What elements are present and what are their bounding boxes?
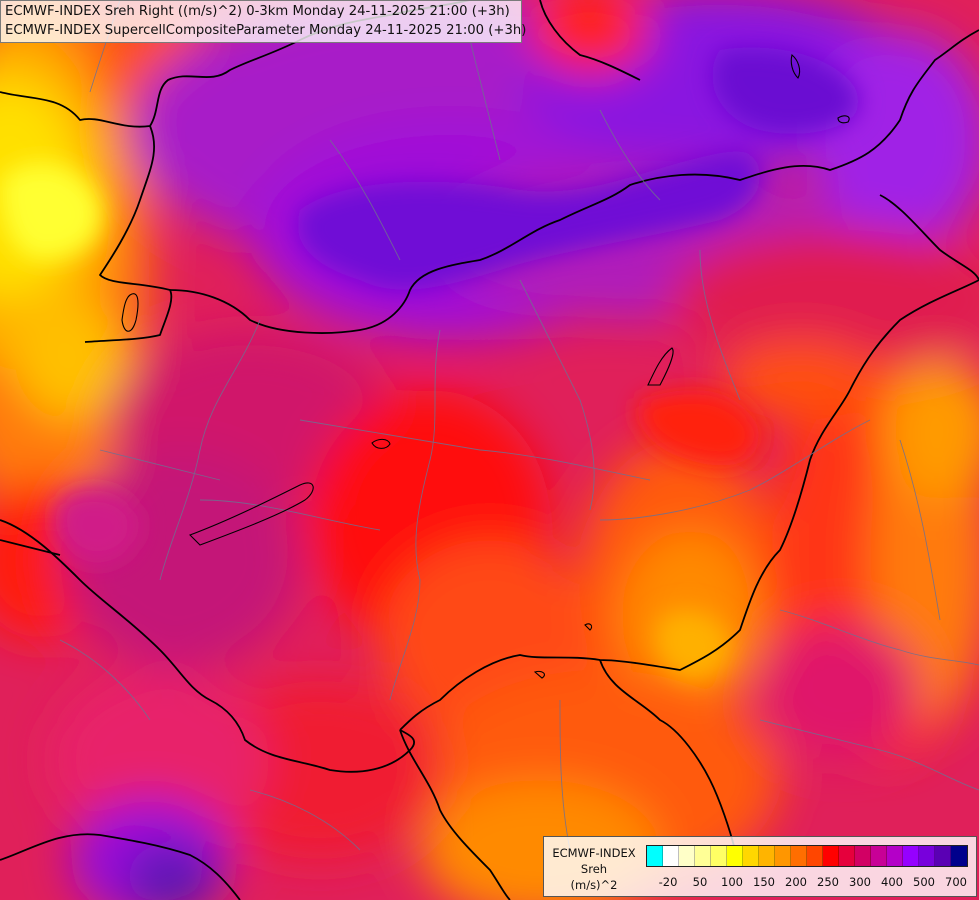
legend-swatch xyxy=(903,846,919,866)
legend-swatch xyxy=(775,846,791,866)
legend-swatch xyxy=(743,846,759,866)
legend-tick-label: 250 xyxy=(817,875,839,889)
legend-swatch xyxy=(807,846,823,866)
legend-swatch xyxy=(711,846,727,866)
legend-swatch xyxy=(791,846,807,866)
legend-swatch xyxy=(823,846,839,866)
legend-ticks: -20 50 100 150 200 250 300 400 500 700 xyxy=(646,875,968,889)
title-line-1: ECMWF-INDEX Sreh Right ((m/s)^2) 0-3km M… xyxy=(5,4,510,19)
legend-color-bar xyxy=(646,845,968,867)
legend-swatch xyxy=(647,846,663,866)
legend-tick-label: 200 xyxy=(785,875,807,889)
legend-tick-label: 700 xyxy=(945,875,967,889)
legend-title-unit: (m/s)^2 xyxy=(570,878,618,892)
legend-swatch xyxy=(919,846,935,866)
helicity-cores xyxy=(0,47,860,681)
legend-swatch xyxy=(935,846,951,866)
legend-tick-label: 500 xyxy=(913,875,935,889)
legend-swatch xyxy=(855,846,871,866)
legend-tick-label: 150 xyxy=(753,875,775,889)
legend-swatch xyxy=(727,846,743,866)
legend-swatch xyxy=(887,846,903,866)
legend-swatch xyxy=(695,846,711,866)
legend-swatch xyxy=(839,846,855,866)
legend-title-model: ECMWF-INDEX xyxy=(552,846,636,860)
legend-swatch xyxy=(679,846,695,866)
legend-swatch xyxy=(951,846,967,866)
map-title-box: ECMWF-INDEX Sreh Right ((m/s)^2) 0-3km M… xyxy=(0,0,527,43)
legend-title-variable: Sreh xyxy=(580,862,608,876)
legend-tick-label: 300 xyxy=(849,875,871,889)
legend-tick-label: 50 xyxy=(692,875,708,889)
color-legend: ECMWF-INDEX Sreh (m/s)^2 -20 50 100 150 200 2… xyxy=(543,836,977,897)
title-line-2: ECMWF-INDEX SupercellCompositeParameter … xyxy=(5,23,527,38)
legend-swatch xyxy=(663,846,679,866)
legend-tick-label: -20 xyxy=(658,875,678,889)
region-borders xyxy=(59,0,979,851)
legend-tick-label: 100 xyxy=(721,875,743,889)
legend-swatch xyxy=(759,846,775,866)
legend-tick-label: 400 xyxy=(881,875,903,889)
legend-title: ECMWF-INDEX Sreh (m/s)^2 xyxy=(544,845,644,893)
legend-swatch xyxy=(871,846,887,866)
lakes xyxy=(121,54,850,679)
